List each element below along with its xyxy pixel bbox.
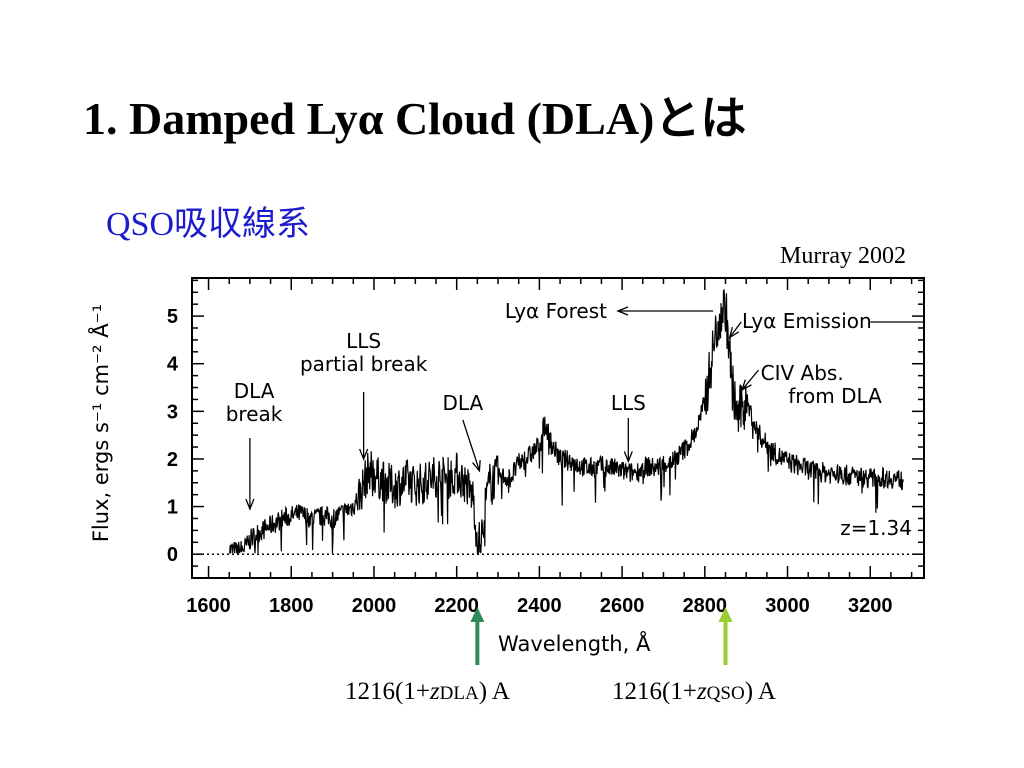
y-tick-label: 1 <box>167 497 178 519</box>
arrow-head <box>623 451 633 464</box>
y-axis-label: Flux, ergs s⁻¹ cm⁻² Å⁻¹ <box>87 304 113 542</box>
x-tick-label: 3200 <box>848 595 893 617</box>
y-tick-label: 3 <box>167 401 178 423</box>
annotation-lls: LLS <box>611 391 646 415</box>
redshift-label: z=1.34 <box>840 516 912 540</box>
x-tick-label: 2000 <box>352 595 397 617</box>
x-tick-label: 1800 <box>269 595 314 617</box>
arrow-civ <box>741 369 760 391</box>
arrow-lya-emission <box>729 321 742 338</box>
axis-labels: Wavelength, Å Flux, ergs s⁻¹ cm⁻² Å⁻¹ z=1.… <box>87 304 912 656</box>
x-axis-ticks: 1600 1800 2000 2200 2400 2600 2800 3000 3200 <box>186 595 892 617</box>
citation: Murray 2002 <box>780 243 906 269</box>
plot-frame <box>191 277 925 579</box>
annotation-dla: DLA <box>443 391 484 415</box>
spectrum-series <box>229 288 904 555</box>
dla-wavelength-label: 1216(1+zDLA) A <box>345 678 510 705</box>
x-tick-label: 3000 <box>765 595 810 617</box>
slide-title: 1. Damped Lyα Cloud (DLA)とは <box>83 93 747 144</box>
annotation-lya-forest: Lyα Forest <box>505 299 607 323</box>
plot-border <box>191 277 925 579</box>
marker-arrow-head <box>470 607 485 622</box>
slide-subtitle: QSO吸収線系 <box>106 206 311 243</box>
spectrum-line <box>229 288 904 555</box>
arrow-dla <box>462 419 481 472</box>
arrow-head <box>245 498 255 511</box>
arrow-head <box>616 306 629 316</box>
arrow-head <box>359 448 369 461</box>
annotation-civ-abs: from DLA <box>788 384 882 408</box>
annotation-lls-partial-break: LLS <box>346 329 381 353</box>
y-tick-label: 2 <box>167 449 178 471</box>
annotation-dla-break: break <box>226 402 283 426</box>
marker-arrow-head <box>718 607 733 622</box>
arrow-head <box>740 379 752 392</box>
x-axis-label: Wavelength, Å <box>498 630 651 656</box>
annotation-dla-break: DLA <box>234 379 275 403</box>
arrow-head <box>472 460 481 473</box>
y-tick-label: 0 <box>167 544 178 566</box>
annotation-lya-emission: Lyα Emission <box>742 309 872 333</box>
x-tick-label: 2200 <box>434 595 479 617</box>
arrow-head <box>728 326 740 339</box>
annotation-civ-abs: CIV Abs. <box>761 361 844 385</box>
x-tick-label: 2800 <box>683 595 728 617</box>
y-tick-label: 4 <box>167 354 179 376</box>
x-tick-label: 2600 <box>600 595 645 617</box>
marker-arrows <box>470 607 733 665</box>
y-tick-label: 5 <box>167 306 178 328</box>
x-tick-label: 2400 <box>517 595 562 617</box>
x-tick-label: 1600 <box>186 595 231 617</box>
qso-wavelength-label: 1216(1+zQSO) A <box>612 678 776 705</box>
y-axis-ticks: 0 1 2 3 4 5 <box>167 306 179 566</box>
annotation-lls-partial-break: partial break <box>300 352 428 376</box>
